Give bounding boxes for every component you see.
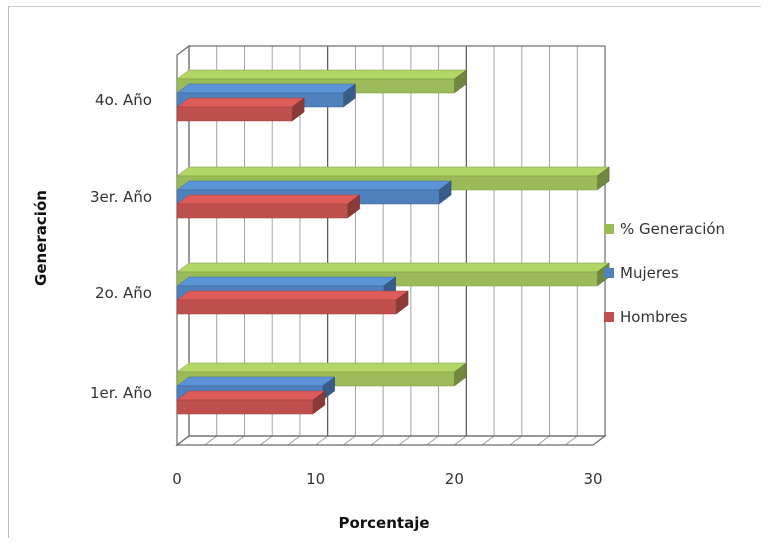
bar-hombres-2	[176, 299, 397, 315]
legend-label: % Generación	[620, 220, 725, 238]
category-label: 3er. Año	[90, 188, 152, 206]
bar-top-face	[176, 262, 610, 273]
category-labels: 4o. Año 3er. Año 2o. Año 1er. Año	[90, 91, 152, 402]
gridline-floor	[481, 435, 495, 446]
x-tick-labels: 0 10 20 30	[172, 470, 602, 488]
bar-top-face	[176, 69, 468, 80]
gridline-floor	[537, 435, 550, 446]
legend-swatch	[604, 224, 614, 234]
bar-top-face	[176, 194, 361, 205]
x-tick-label: 30	[583, 470, 602, 488]
bar-top-face	[176, 97, 305, 108]
category-label: 4o. Año	[95, 91, 152, 109]
legend-swatch	[604, 268, 614, 278]
gridline-floor	[259, 435, 273, 446]
bar-hombres-3	[176, 203, 348, 219]
gridline-floor	[343, 435, 356, 446]
category-label: 2o. Año	[95, 284, 152, 302]
y-axis-title: Generación	[32, 190, 50, 286]
legend-label: Hombres	[620, 308, 688, 326]
gridline-floor	[426, 435, 439, 446]
bar-top-face	[176, 376, 336, 387]
bar-hombres-1	[176, 399, 314, 415]
gridline-floor	[370, 435, 384, 446]
bar-top-face	[176, 166, 610, 177]
x-tick-label: 20	[445, 470, 464, 488]
gridline-floor	[315, 435, 328, 446]
gridline-floor	[204, 435, 218, 446]
bar-top-face	[176, 180, 452, 191]
legend-label: Mujeres	[620, 264, 679, 282]
gridline-floor	[232, 435, 245, 446]
bar-top-face	[176, 290, 409, 301]
chart-walls	[175, 44, 607, 447]
bar-hombres-4	[176, 106, 293, 122]
legend-swatch	[604, 312, 614, 322]
gridline-floor	[398, 435, 412, 446]
gridline-floor	[454, 435, 467, 446]
legend: % Generación Mujeres Hombres	[604, 220, 725, 326]
bar-top-face	[176, 390, 326, 401]
x-axis-title: Porcentaje	[338, 514, 429, 532]
category-label: 1er. Año	[90, 384, 152, 402]
bar-top-face	[176, 83, 357, 94]
bar-top-face	[176, 276, 397, 287]
x-tick-label: 10	[306, 470, 325, 488]
floor	[175, 435, 607, 446]
gridline-floor	[564, 435, 578, 446]
x-tick-label: 0	[172, 470, 182, 488]
bar-top-face	[176, 362, 468, 373]
gridline-floor	[509, 435, 523, 446]
chart-frame	[8, 6, 761, 538]
gridline-floor	[287, 435, 301, 446]
bars	[176, 69, 610, 415]
